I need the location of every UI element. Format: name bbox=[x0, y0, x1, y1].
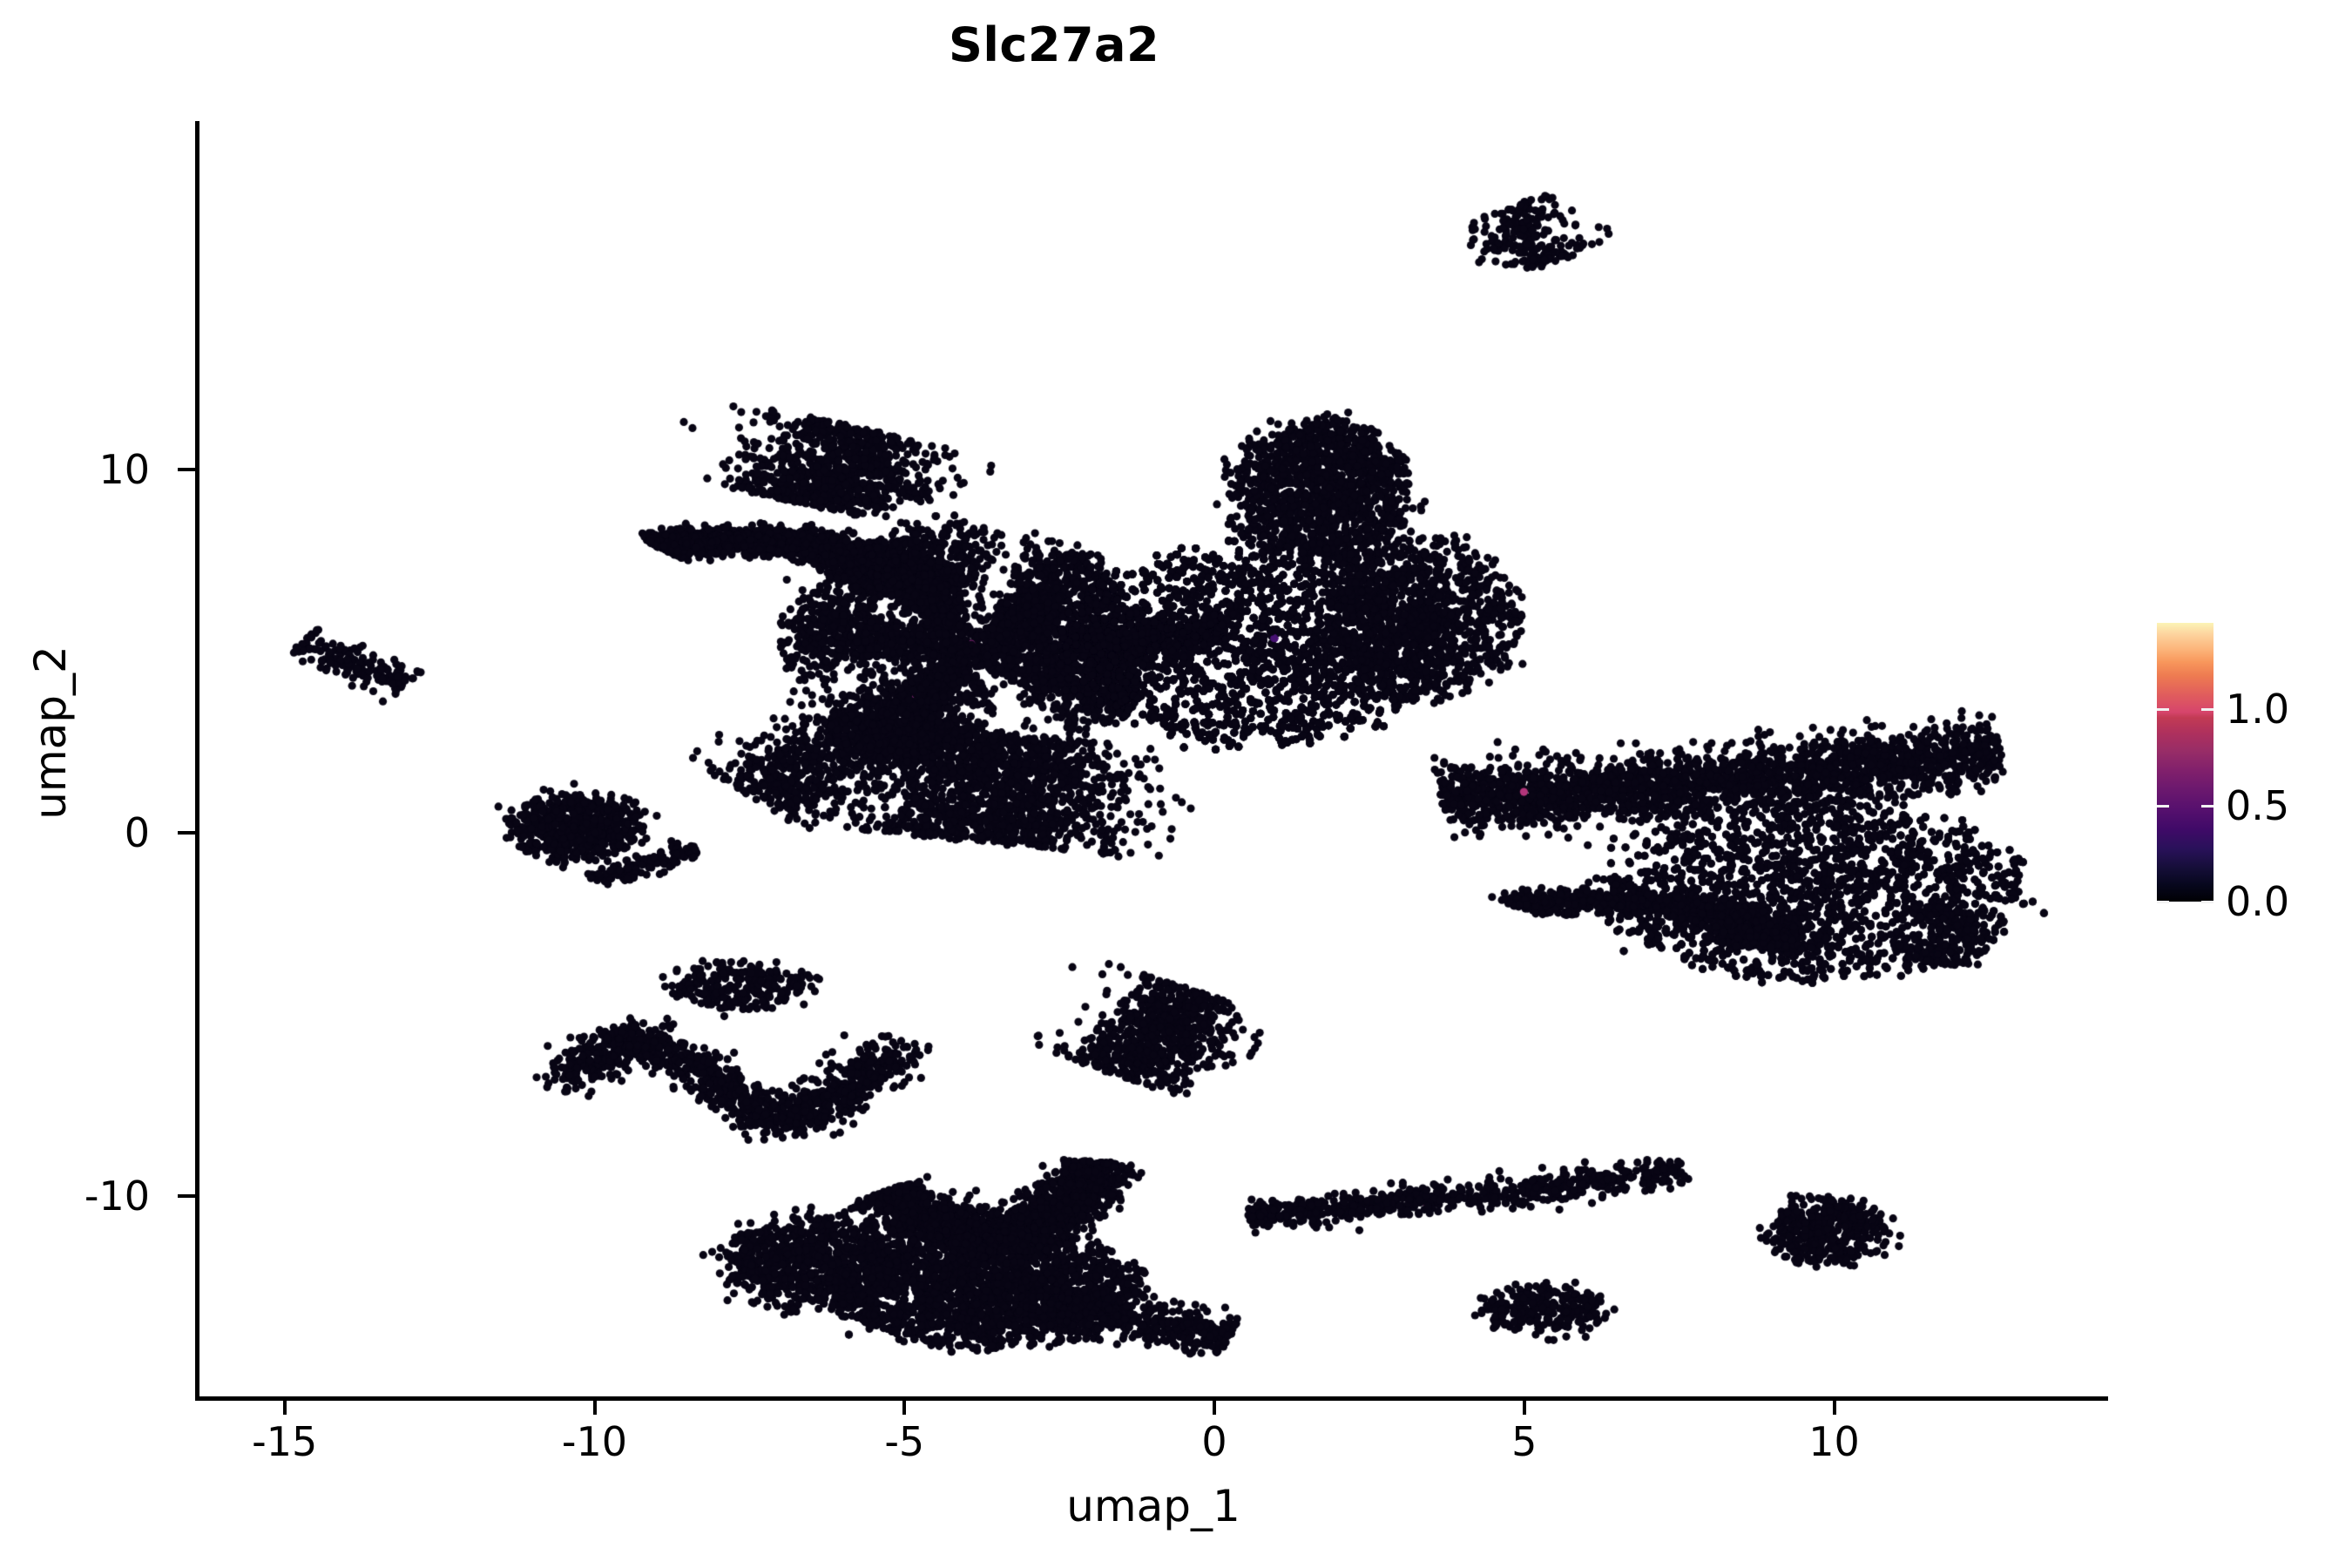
x-tick-mark bbox=[1832, 1397, 1836, 1415]
x-tick-label: -5 bbox=[884, 1418, 925, 1465]
colorbar-tick-label: 0.5 bbox=[2226, 781, 2290, 829]
umap-scatter-plot bbox=[199, 121, 2108, 1397]
x-tick-label: -10 bbox=[561, 1418, 628, 1465]
x-tick-mark bbox=[1213, 1397, 1216, 1415]
x-tick-label: -15 bbox=[252, 1418, 318, 1465]
y-tick-mark bbox=[178, 468, 195, 471]
y-tick-mark bbox=[178, 831, 195, 835]
x-tick-label: 5 bbox=[1511, 1418, 1538, 1465]
x-tick-label: 10 bbox=[1808, 1418, 1860, 1465]
axis-spine-left bbox=[195, 121, 199, 1397]
colorbar-tick-mark bbox=[2157, 804, 2169, 808]
colorbar-tick-mark bbox=[2157, 708, 2169, 712]
page-title: Slc27a2 bbox=[948, 17, 1160, 72]
colorbar-tick-mark bbox=[2157, 901, 2169, 903]
colorbar bbox=[2157, 623, 2213, 902]
x-tick-mark bbox=[1522, 1397, 1526, 1415]
colorbar-tick-mark bbox=[2201, 804, 2213, 808]
colorbar-tick-mark bbox=[2201, 901, 2213, 903]
y-tick-mark bbox=[178, 1194, 195, 1198]
x-tick-mark bbox=[902, 1397, 907, 1415]
plot-axes bbox=[195, 121, 2108, 1401]
y-axis-label: umap_2 bbox=[25, 645, 76, 820]
colorbar-tick-label: 1.0 bbox=[2226, 686, 2290, 733]
colorbar-tick-label: 0.0 bbox=[2226, 878, 2290, 925]
axis-spine-bottom bbox=[195, 1396, 2108, 1401]
y-tick-label: 10 bbox=[98, 446, 150, 493]
x-tick-label: 0 bbox=[1201, 1418, 1227, 1465]
colorbar-tick-mark bbox=[2201, 708, 2213, 712]
colorbar-gradient bbox=[2157, 623, 2213, 902]
y-tick-label: 0 bbox=[124, 809, 150, 856]
x-tick-mark bbox=[592, 1397, 597, 1415]
x-axis-label: umap_1 bbox=[1066, 1481, 1240, 1531]
y-tick-label: -10 bbox=[84, 1173, 150, 1220]
x-tick-mark bbox=[282, 1397, 287, 1415]
